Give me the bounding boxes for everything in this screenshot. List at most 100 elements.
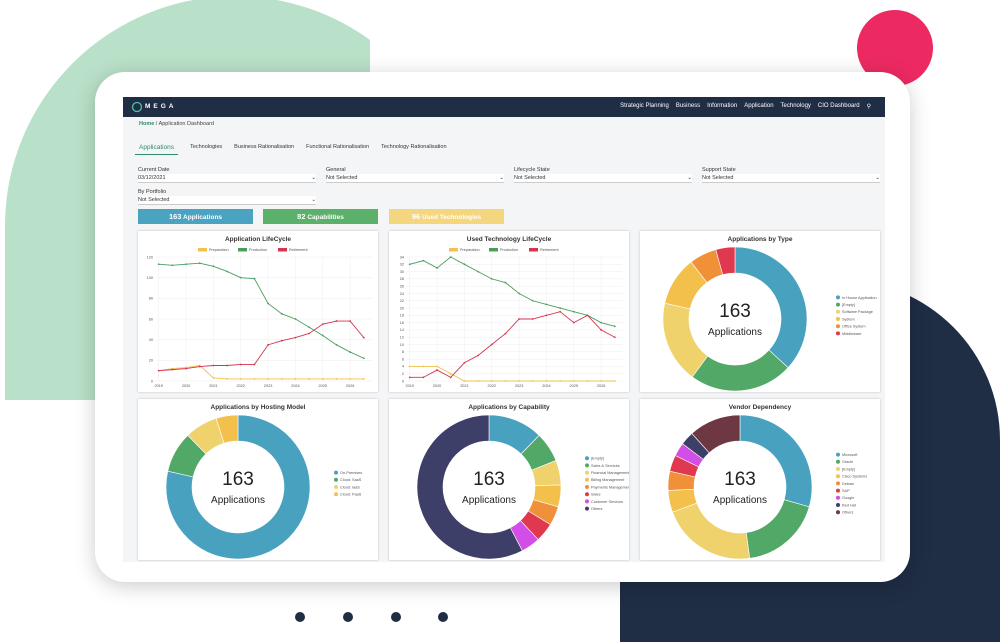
filter-label: General — [326, 167, 346, 173]
legend-label: Cloud: IaaS — [340, 485, 360, 489]
chart-card: Applications by Type In House Application… — [640, 231, 880, 392]
filter-label: Current Date — [138, 167, 170, 173]
kpi-value: 82 — [297, 212, 306, 221]
legend-swatch — [334, 470, 338, 475]
y-tick-label: 12 — [400, 336, 404, 340]
nav-item[interactable]: CIO Dashboard — [817, 103, 860, 109]
tab[interactable]: Functional Rationalisation — [306, 144, 370, 150]
y-tick-label: 40 — [149, 338, 153, 342]
tab[interactable]: Applications — [135, 144, 179, 155]
x-tick-label: 2021 — [209, 384, 217, 388]
tab[interactable]: Technologies — [190, 144, 223, 150]
legend-swatch — [585, 492, 589, 497]
y-tick-label: 34 — [400, 255, 404, 259]
x-tick-label: 2024 — [542, 384, 550, 388]
x-tick-label: 2019 — [155, 384, 163, 388]
dropdown-arrow: ⌄ — [311, 197, 316, 203]
tabs: Applications Technologies Business Rationa… — [135, 144, 447, 155]
x-tick-label: 2021 — [460, 384, 468, 388]
series-line — [158, 320, 365, 372]
legend-swatch — [836, 324, 840, 329]
kpi-value: 163 — [168, 212, 182, 221]
legend-label: Production — [500, 248, 518, 252]
nav-items: Strategic Planning Business Information App… — [620, 103, 871, 110]
chart-card: Used Technology LifeCycle024681012141618… — [389, 231, 629, 392]
filter: Support State Not Selected ⌄ — [702, 167, 880, 183]
y-tick-label: 28 — [400, 277, 404, 281]
legend-swatch — [334, 492, 338, 497]
legend-label: [Empty] — [842, 303, 855, 307]
center-label: Applications — [462, 495, 516, 506]
x-tick-label: 2024 — [291, 384, 299, 388]
legend-label: [Empty] — [591, 457, 604, 461]
filter: Current Date 03/12/2021 ⌄ — [138, 167, 316, 183]
chart-card: Applications by Hosting Model On-Premises… — [138, 399, 378, 560]
center-value: 163 — [724, 469, 756, 490]
search-icon[interactable]: ⚲ — [866, 104, 871, 110]
chart-title: Vendor Dependency — [729, 404, 792, 411]
chart-title: Applications by Hosting Model — [211, 404, 306, 411]
legend-label: Preparation — [460, 248, 480, 252]
filter-value[interactable]: Not Selected ⌄ — [514, 174, 692, 183]
series-line — [158, 365, 364, 380]
tab[interactable]: Business Rationalisation — [234, 144, 295, 150]
legend-label: Production — [249, 248, 267, 252]
dropdown-arrow: ⌄ — [499, 175, 504, 181]
y-tick-label: 14 — [400, 328, 404, 332]
nav-item[interactable]: Information — [707, 103, 738, 109]
legend-label: Software Package — [842, 310, 873, 314]
legend-swatch — [836, 495, 840, 500]
legend-label: System — [842, 317, 855, 321]
filter-value[interactable]: 03/12/2021 ⌄ — [138, 174, 316, 183]
filter-value-text: Not Selected — [514, 175, 546, 181]
legend-label: Debian — [842, 482, 854, 486]
legend-label: On-Premises — [340, 471, 362, 475]
y-tick-label: 32 — [400, 263, 404, 267]
filter-value-text: Not Selected — [702, 175, 734, 181]
legend-swatch — [836, 295, 840, 300]
y-tick-label: 0 — [151, 379, 153, 383]
dropdown-arrow: ⌄ — [875, 175, 880, 181]
donut-segment — [691, 414, 741, 454]
tab[interactable]: Technology Rationalisation — [381, 144, 447, 150]
x-tick-label: 2019 — [406, 384, 414, 388]
legend-swatch — [334, 485, 338, 489]
filter-value[interactable]: Not Selected ⌄ — [326, 174, 504, 183]
x-tick-label: 2025 — [319, 384, 327, 388]
center-label: Applications — [713, 495, 767, 506]
kpi-value: 96 — [411, 212, 421, 221]
y-tick-label: 18 — [400, 314, 404, 318]
center-label: Applications — [708, 327, 762, 338]
legend-swatch — [836, 510, 840, 515]
series-line — [409, 311, 616, 378]
legend-swatch — [836, 452, 840, 457]
x-tick-label: 2023 — [264, 384, 272, 388]
filter-value[interactable]: Not Selected ⌄ — [138, 196, 316, 205]
nav-item[interactable]: Application — [744, 103, 774, 109]
kpi-label: Applications — [183, 214, 223, 221]
legend-swatch — [585, 499, 589, 504]
crumb-home[interactable]: Home — [139, 121, 155, 127]
legend-swatch — [836, 503, 840, 507]
center-value: 163 — [719, 301, 751, 322]
donut-segment — [672, 502, 751, 560]
series-line — [409, 365, 615, 382]
kpi: 82 Capabilities — [263, 209, 378, 224]
chart-title: Used Technology LifeCycle — [467, 236, 552, 243]
series-line — [158, 262, 364, 359]
logo — [131, 101, 143, 113]
legend-swatch — [585, 456, 589, 461]
legend-swatch — [836, 331, 840, 336]
legend-swatch — [836, 309, 840, 314]
y-tick-label: 2 — [402, 372, 404, 376]
nav-item[interactable]: Technology — [780, 103, 811, 109]
navbar: MEGA Strategic Planning Business Informati… — [123, 97, 885, 117]
x-tick-label: 2023 — [515, 384, 523, 388]
nav-item[interactable]: Business — [675, 103, 701, 109]
filter-label: Lifecycle State — [514, 167, 550, 173]
nav-item[interactable]: Strategic Planning — [620, 103, 669, 109]
donut-segment — [745, 499, 810, 559]
legend-label: Retirement — [289, 248, 309, 252]
filter-value[interactable]: Not Selected ⌄ — [702, 174, 880, 183]
